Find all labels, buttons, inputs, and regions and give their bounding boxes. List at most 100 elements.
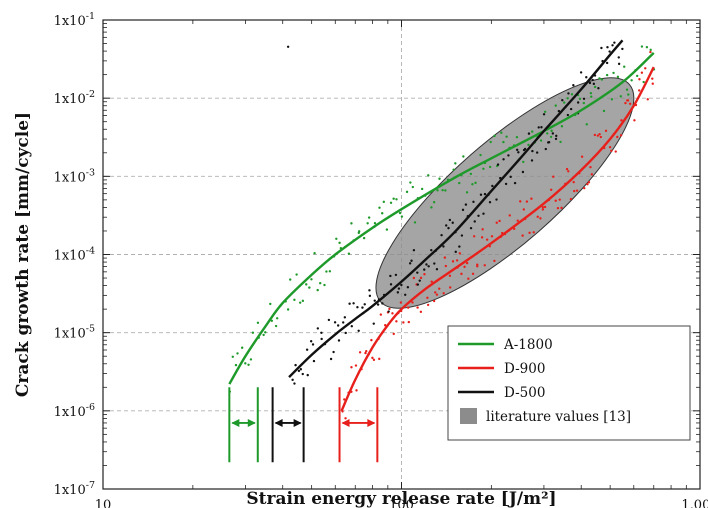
data-point-d-900	[651, 82, 654, 85]
data-point-d-500	[297, 369, 301, 373]
data-point-d-500	[425, 263, 428, 266]
data-point-d-900	[539, 217, 542, 220]
y-tick-label: 1x10-3	[54, 167, 95, 185]
data-point-d-500	[569, 107, 573, 111]
data-point-a-1800	[488, 165, 492, 169]
data-point-d-500	[320, 337, 323, 341]
data-point-d-500	[557, 109, 561, 113]
y-axis-title: Crack growth rate [mm/cycle]	[13, 112, 33, 397]
data-point-d-500	[540, 126, 543, 129]
data-point-d-900	[512, 227, 516, 231]
literature-band-layer	[375, 77, 635, 309]
data-point-a-1800	[373, 222, 377, 225]
data-point-a-1800	[247, 363, 250, 366]
data-point-d-900	[495, 221, 498, 224]
data-point-d-900	[434, 291, 437, 294]
data-point-a-1800	[585, 123, 588, 126]
data-point-d-500	[305, 348, 309, 351]
data-point-d-900	[593, 133, 597, 137]
data-point-d-500	[537, 126, 540, 129]
data-point-d-900	[399, 301, 403, 304]
data-point-d-900	[392, 332, 395, 336]
data-point-a-1800	[316, 288, 319, 292]
data-point-a-1800	[605, 73, 609, 77]
data-point-d-500	[408, 262, 412, 265]
data-point-a-1800	[627, 93, 630, 96]
data-point-d-900	[596, 134, 600, 137]
data-point-a-1800	[236, 352, 239, 355]
data-point-d-500	[479, 193, 483, 196]
fit-line-a-1800	[228, 51, 655, 385]
data-point-d-900	[419, 310, 423, 314]
data-point-a-1800	[502, 140, 505, 144]
data-point-d-900	[589, 165, 592, 169]
data-point-d-900	[558, 198, 561, 201]
range-arrow-head-right	[293, 418, 302, 427]
data-point-a-1800	[432, 201, 436, 204]
data-point-a-1800	[539, 139, 543, 142]
data-point-a-1800	[458, 181, 461, 185]
data-point-d-500	[394, 273, 398, 277]
data-point-a-1800	[441, 188, 444, 192]
data-point-a-1800	[308, 286, 311, 289]
data-point-a-1800	[234, 363, 238, 367]
data-point-d-500	[561, 99, 564, 102]
fit-lines-layer	[228, 39, 655, 412]
data-point-d-500	[531, 149, 534, 153]
data-point-a-1800	[500, 131, 503, 134]
data-point-a-1800	[452, 168, 455, 171]
data-point-d-500	[588, 81, 592, 85]
data-point-d-900	[519, 200, 522, 203]
data-point-d-900	[480, 236, 484, 239]
data-point-d-500	[343, 316, 347, 319]
data-point-a-1800	[310, 278, 313, 281]
range-arrow-head-left	[341, 418, 350, 427]
data-point-d-500	[442, 245, 445, 248]
data-point-d-900	[371, 356, 374, 360]
data-point-a-1800	[522, 160, 525, 164]
x-tick-label: 100	[389, 498, 414, 508]
data-point-d-500	[389, 274, 392, 278]
data-point-d-500	[491, 184, 494, 188]
data-point-a-1800	[289, 278, 292, 281]
data-point-d-500	[530, 159, 534, 162]
data-point-d-500	[363, 303, 366, 306]
data-point-d-500	[348, 302, 351, 305]
data-point-d-500	[433, 262, 436, 265]
data-point-d-500	[332, 350, 335, 354]
y-tick-label: 1x10-7	[54, 480, 95, 498]
data-point-d-900	[525, 200, 529, 203]
data-point-a-1800	[350, 222, 353, 225]
data-point-a-1800	[444, 189, 447, 192]
data-point-d-500	[606, 46, 609, 49]
data-point-d-900	[651, 77, 654, 80]
data-point-a-1800	[411, 185, 415, 189]
data-point-d-900	[448, 274, 452, 277]
data-point-d-900	[575, 189, 579, 192]
data-point-a-1800	[262, 333, 265, 337]
data-point-d-900	[498, 219, 501, 223]
data-point-d-500	[299, 368, 303, 371]
data-point-d-500	[576, 101, 580, 104]
data-point-d-900	[378, 357, 381, 361]
data-point-d-500	[572, 84, 575, 87]
data-point-d-900	[388, 307, 391, 311]
data-point-d-500	[547, 141, 551, 144]
data-point-d-500	[517, 151, 520, 154]
data-point-d-900	[379, 313, 383, 316]
data-point-d-500	[342, 321, 345, 324]
data-point-d-900	[458, 252, 462, 255]
data-point-d-900	[481, 228, 484, 231]
data-point-a-1800	[357, 230, 361, 233]
data-point-a-1800	[479, 153, 482, 157]
data-point-d-500	[337, 339, 341, 342]
data-point-d-900	[552, 175, 555, 178]
data-point-d-500	[400, 283, 403, 287]
data-point-a-1800	[465, 191, 469, 194]
data-point-d-900	[628, 102, 632, 106]
data-point-a-1800	[293, 298, 296, 302]
data-point-d-900	[590, 173, 594, 176]
legend-label-a-1800: A-1800	[503, 337, 553, 353]
data-point-d-900	[543, 205, 547, 209]
data-point-a-1800	[430, 206, 433, 209]
